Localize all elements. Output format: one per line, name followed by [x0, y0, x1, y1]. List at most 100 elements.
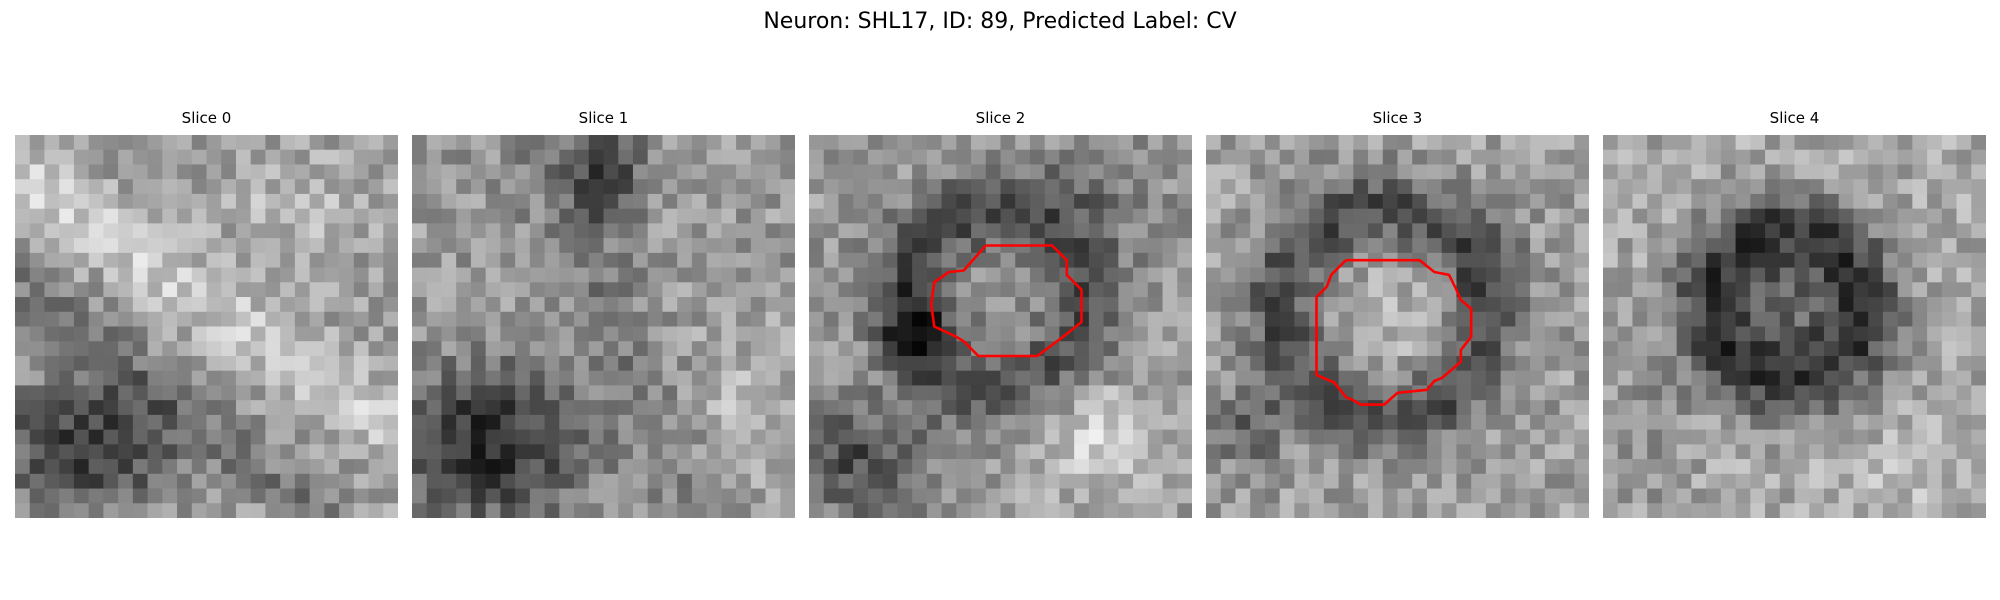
image-pixel — [1868, 179, 1884, 195]
image-pixel — [809, 355, 825, 372]
image-pixel — [1220, 488, 1237, 504]
image-pixel — [1456, 326, 1472, 342]
image-pixel — [162, 149, 178, 166]
image-pixel — [823, 341, 840, 357]
image-pixel — [1735, 149, 1751, 166]
image-pixel — [441, 385, 457, 401]
image-pixel — [88, 267, 104, 283]
slice-image — [412, 135, 795, 518]
image-pixel — [265, 370, 281, 387]
image-pixel — [515, 252, 531, 269]
image-pixel — [765, 429, 781, 445]
image-pixel — [1323, 488, 1340, 504]
image-pixel — [426, 473, 443, 490]
image-pixel — [1177, 444, 1192, 460]
image-pixel — [1603, 267, 1619, 283]
image-pixel — [1868, 223, 1884, 239]
image-pixel — [603, 385, 619, 401]
image-pixel — [1632, 414, 1648, 431]
image-pixel — [147, 429, 163, 445]
image-pixel — [823, 252, 840, 269]
image-pixel — [339, 400, 355, 416]
image-pixel — [309, 252, 325, 269]
image-pixel — [1397, 326, 1413, 342]
image-pixel — [662, 252, 678, 269]
image-pixel — [1103, 267, 1119, 283]
image-pixel — [88, 135, 104, 151]
image-pixel — [1368, 414, 1384, 431]
image-pixel — [1647, 473, 1663, 490]
image-pixel — [647, 267, 664, 283]
image-pixel — [383, 149, 398, 166]
image-pixel — [956, 429, 972, 445]
image-pixel — [456, 135, 472, 151]
image-pixel — [426, 193, 443, 210]
image-pixel — [1750, 488, 1766, 504]
image-pixel — [1530, 414, 1546, 431]
image-pixel — [1029, 193, 1046, 210]
image-pixel — [1426, 208, 1443, 224]
image-pixel — [632, 488, 649, 504]
image-pixel — [736, 400, 752, 416]
image-pixel — [1147, 444, 1164, 460]
image-pixel — [73, 473, 90, 490]
image-pixel — [1735, 193, 1751, 210]
image-pixel — [132, 370, 149, 387]
image-pixel — [926, 385, 943, 401]
image-pixel — [1691, 385, 1707, 401]
image-pixel — [1515, 267, 1531, 283]
image-pixel — [250, 311, 267, 328]
image-pixel — [15, 297, 31, 313]
image-pixel — [1103, 164, 1119, 180]
image-pixel — [309, 311, 325, 328]
image-pixel — [1309, 267, 1325, 283]
image-pixel — [1647, 179, 1663, 195]
image-pixel — [221, 164, 237, 180]
image-pixel — [1441, 311, 1458, 328]
image-pixel — [1779, 238, 1796, 254]
image-pixel — [1074, 238, 1090, 254]
image-pixel — [926, 326, 943, 342]
image-pixel — [1118, 459, 1134, 475]
image-pixel — [1956, 370, 1972, 387]
image-pixel — [1647, 400, 1663, 416]
image-pixel — [1632, 459, 1648, 475]
image-pixel — [1103, 488, 1119, 504]
image-pixel — [1912, 355, 1928, 372]
image-pixel — [1177, 223, 1192, 239]
image-pixel — [500, 297, 516, 313]
image-pixel — [177, 444, 193, 460]
image-pixel — [15, 149, 31, 166]
image-pixel — [603, 193, 619, 210]
image-pixel — [867, 444, 884, 460]
image-pixel — [1118, 429, 1134, 445]
image-pixel — [1971, 341, 1986, 357]
image-pixel — [324, 208, 340, 224]
image-pixel — [1250, 223, 1266, 239]
image-pixel — [1456, 252, 1472, 269]
image-pixel — [1235, 164, 1251, 180]
image-pixel — [1603, 385, 1619, 401]
image-pixel — [1029, 370, 1046, 387]
image-pixel — [588, 341, 605, 357]
image-pixel — [118, 503, 134, 518]
image-pixel — [647, 179, 664, 195]
image-pixel — [897, 488, 913, 504]
image-pixel — [632, 385, 649, 401]
image-pixel — [1897, 503, 1913, 518]
image-pixel — [1206, 238, 1222, 254]
image-pixel — [1530, 149, 1546, 166]
image-pixel — [618, 444, 634, 460]
image-pixel — [221, 341, 237, 357]
image-pixel — [1338, 149, 1354, 166]
image-pixel — [721, 355, 737, 372]
image-pixel — [44, 473, 60, 490]
image-pixel — [1853, 414, 1869, 431]
image-pixel — [1823, 135, 1840, 151]
image-pixel — [1794, 208, 1810, 224]
image-pixel — [1059, 223, 1075, 239]
image-pixel — [1147, 267, 1164, 283]
image-pixel — [324, 459, 340, 475]
image-pixel — [1765, 503, 1781, 518]
image-pixel — [324, 429, 340, 445]
